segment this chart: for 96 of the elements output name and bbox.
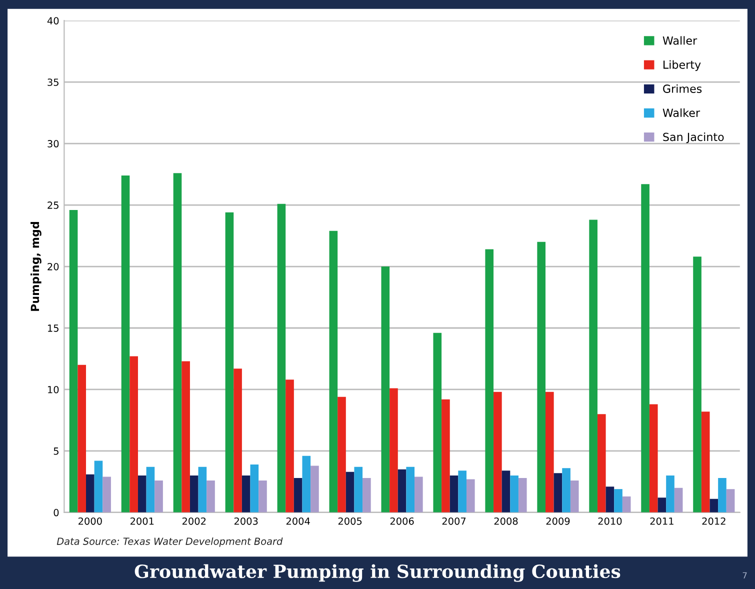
text: Groundwater Pumping in Surrounding Counties (134, 564, 620, 582)
bar (606, 486, 614, 512)
bar (338, 396, 346, 512)
bar (562, 468, 570, 512)
source-note: Data Source: Texas Water Development Board (56, 537, 283, 547)
bar (206, 480, 215, 512)
y-tick-label: 15 (48, 324, 58, 332)
y-tick-label: 35 (48, 78, 58, 86)
bar (518, 478, 527, 512)
bar (362, 478, 371, 512)
bar (250, 464, 259, 512)
bar (242, 476, 250, 512)
bar (381, 266, 390, 512)
legend-label: Walker (662, 108, 700, 118)
bar (641, 184, 650, 512)
bar (414, 476, 423, 512)
bar (94, 460, 103, 512)
legend-label: Grimes (663, 84, 702, 93)
bar (442, 399, 450, 512)
bar (674, 488, 683, 512)
bar (354, 466, 363, 512)
bar (310, 466, 319, 512)
y-axis-title: Pumping, mgd (30, 222, 42, 311)
bar (614, 489, 622, 512)
x-tick-label: 2000 (78, 517, 102, 525)
legend-label: Liberty (664, 60, 701, 72)
bar (294, 478, 302, 512)
bar (701, 412, 710, 512)
x-tick-label: 2003 (234, 517, 258, 525)
bar (726, 489, 735, 512)
y-tick-label: 25 (48, 202, 58, 209)
x-tick-label: 2011 (650, 517, 674, 525)
bar (546, 392, 554, 512)
legend-label: Waller (662, 36, 698, 45)
bar (458, 470, 466, 512)
bar (597, 414, 606, 512)
bar (277, 204, 286, 512)
text: 7 (742, 572, 747, 578)
bar (510, 476, 518, 512)
bar (198, 466, 207, 512)
bar (78, 364, 86, 512)
y-tick-label: 10 (48, 386, 59, 394)
bar (710, 498, 718, 512)
bar (554, 473, 562, 512)
x-tick-label: 2010 (598, 517, 622, 525)
bar (102, 476, 111, 512)
bar (589, 220, 598, 512)
x-tick-label: 2005 (338, 517, 362, 525)
bar (502, 470, 510, 512)
x-tick-label: 2009 (546, 517, 570, 525)
legend-label: San Jacinto (663, 132, 724, 144)
bar (718, 478, 726, 512)
bar (346, 472, 354, 512)
bar (570, 480, 579, 512)
x-tick-label: 2007 (442, 517, 466, 525)
bar (622, 496, 631, 512)
bar (258, 480, 267, 512)
bar (466, 479, 475, 512)
bar (537, 242, 546, 512)
bar (182, 361, 190, 512)
y-tick-label: 0 (54, 508, 59, 516)
x-tick-label: 2006 (390, 517, 414, 525)
bar (173, 173, 182, 512)
bar (649, 404, 658, 512)
bar (398, 469, 406, 512)
x-tick-label: 2008 (494, 517, 518, 525)
x-tick-label: 2001 (130, 517, 154, 525)
bar (69, 210, 78, 512)
bar (390, 388, 398, 512)
bar (225, 212, 234, 512)
bar (138, 476, 146, 512)
bar (302, 456, 311, 512)
bar (433, 332, 442, 512)
bar (146, 466, 155, 512)
x-tick-label: 2012 (702, 517, 726, 525)
bar (693, 256, 702, 512)
bar (494, 392, 502, 512)
bar (329, 230, 338, 512)
bar (190, 476, 198, 512)
x-tick-label: 2002 (182, 517, 206, 525)
bar (485, 249, 494, 512)
bar (286, 380, 294, 512)
bar (121, 176, 130, 512)
bar (666, 476, 674, 512)
y-tick-label: 30 (48, 140, 59, 148)
bar (154, 480, 163, 512)
bar (450, 476, 458, 512)
y-tick-label: 5 (54, 448, 58, 455)
bar (658, 498, 666, 512)
bar (406, 466, 415, 512)
bar (130, 356, 138, 512)
bar (86, 474, 94, 512)
y-tick-label: 40 (47, 17, 59, 24)
bar (234, 368, 242, 512)
y-tick-label: 20 (48, 263, 59, 270)
x-tick-label: 2004 (286, 517, 310, 525)
